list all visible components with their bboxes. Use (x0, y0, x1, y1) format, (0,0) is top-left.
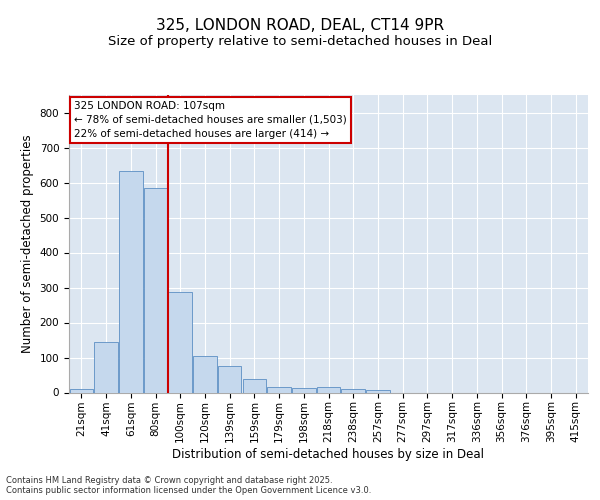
Bar (94, 342, 118, 392)
Text: Contains HM Land Registry data © Crown copyright and database right 2025.
Contai: Contains HM Land Registry data © Crown c… (6, 476, 371, 495)
Bar (366, 390, 389, 392)
Bar (144, 188, 167, 392)
Text: 325 LONDON ROAD: 107sqm
← 78% of semi-detached houses are smaller (1,503)
22% of: 325 LONDON ROAD: 107sqm ← 78% of semi-de… (74, 101, 347, 139)
Bar (119, 171, 143, 392)
Bar (341, 389, 365, 392)
X-axis label: Distribution of semi-detached houses by size in Deal: Distribution of semi-detached houses by … (173, 448, 485, 461)
Bar (268, 386, 291, 392)
Bar (169, 292, 192, 392)
Bar (292, 388, 316, 392)
Bar (218, 366, 241, 392)
Bar (70, 389, 93, 392)
Bar (317, 386, 340, 392)
Text: Size of property relative to semi-detached houses in Deal: Size of property relative to semi-detach… (108, 35, 492, 48)
Y-axis label: Number of semi-detached properties: Number of semi-detached properties (21, 134, 34, 353)
Bar (242, 378, 266, 392)
Text: 325, LONDON ROAD, DEAL, CT14 9PR: 325, LONDON ROAD, DEAL, CT14 9PR (156, 18, 444, 32)
Bar (193, 356, 217, 392)
